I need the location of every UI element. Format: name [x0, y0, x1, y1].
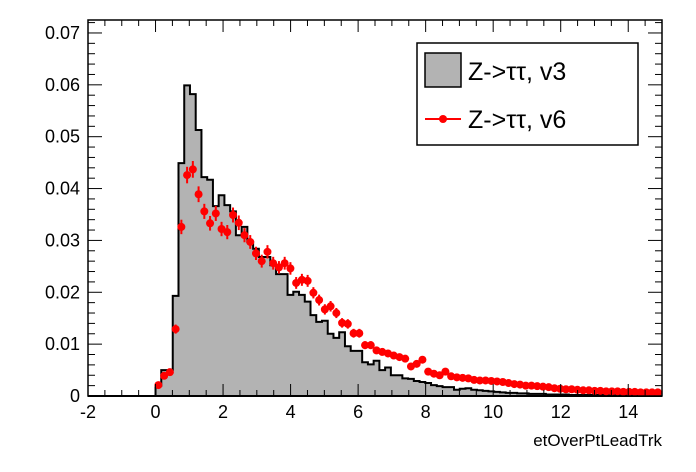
- y-tick-label: 0.01: [45, 334, 80, 354]
- y-tick-label: 0.02: [45, 282, 80, 302]
- x-tick-label: 2: [218, 402, 228, 422]
- x-tick-label: 0: [151, 402, 161, 422]
- x-tick-label: -2: [80, 402, 96, 422]
- v6-point: [326, 302, 335, 311]
- v6-point: [412, 359, 421, 368]
- v6-point: [607, 387, 616, 396]
- v6-point: [280, 259, 289, 268]
- v6-point: [177, 222, 186, 231]
- axes: -2 0 2 4 6 8 10 12 1400.010.020.030.040.050.060.…: [45, 19, 663, 422]
- legend-marker-v6: [439, 115, 447, 123]
- y-tick-label: 0: [70, 386, 80, 406]
- v6-point: [470, 375, 479, 384]
- v6-point: [257, 257, 266, 266]
- v6-point: [452, 373, 461, 382]
- y-tick-label: 0.06: [45, 75, 80, 95]
- v6-point: [602, 387, 611, 396]
- v6-point: [206, 219, 215, 228]
- v6-point: [642, 388, 651, 397]
- legend: Z->ττ, v3 Z->ττ, v6: [416, 42, 639, 146]
- v6-point: [441, 367, 450, 376]
- x-tick-label: 14: [618, 402, 638, 422]
- v6-point: [596, 386, 605, 395]
- v6-point: [183, 171, 192, 180]
- v6-point: [401, 354, 410, 363]
- v6-point: [481, 376, 490, 385]
- v6-point: [487, 376, 496, 385]
- v6-point: [211, 209, 220, 218]
- y-tick-label: 0.04: [45, 179, 80, 199]
- v6-point: [527, 381, 536, 390]
- v6-point: [274, 263, 283, 272]
- v6-point: [556, 384, 565, 393]
- v6-point: [269, 259, 278, 268]
- v6-point: [418, 355, 427, 364]
- v6-point: [251, 249, 260, 258]
- x-tick-label: 8: [421, 402, 431, 422]
- v6-point: [550, 384, 559, 393]
- v6-point: [263, 247, 272, 256]
- v6-point: [579, 386, 588, 395]
- v6-point: [332, 309, 341, 318]
- v6-point: [573, 385, 582, 394]
- v6-point: [538, 382, 547, 391]
- v6-point: [343, 319, 352, 328]
- v6-point: [171, 325, 180, 334]
- x-tick-label: 10: [483, 402, 503, 422]
- v6-point: [625, 387, 634, 396]
- v6-point: [653, 388, 662, 397]
- v6-point: [286, 264, 295, 273]
- v6-point: [154, 381, 163, 390]
- v6-point: [200, 207, 209, 216]
- y-tick-label: 0.05: [45, 127, 80, 147]
- v6-point: [246, 237, 255, 246]
- v6-point: [361, 341, 370, 350]
- v6-point: [303, 276, 312, 285]
- v6-point: [613, 387, 622, 396]
- x-tick-label: 6: [353, 402, 363, 422]
- v6-point: [619, 387, 628, 396]
- legend-swatch-v3: [424, 52, 462, 88]
- v6-point: [309, 288, 318, 297]
- v6-point: [510, 380, 519, 389]
- v6-point: [458, 373, 467, 382]
- v6-point: [435, 371, 444, 380]
- v6-point: [315, 296, 324, 305]
- v6-point: [366, 341, 375, 350]
- v6-point: [561, 385, 570, 394]
- y-tick-label: 0.03: [45, 230, 80, 250]
- x-tick-label: 12: [551, 402, 571, 422]
- histogram-v3-fill: [88, 85, 662, 397]
- v6-point: [584, 386, 593, 395]
- v6-point: [636, 388, 645, 397]
- v6-point: [630, 387, 639, 396]
- v6-point: [521, 381, 530, 390]
- y-tick-label: 0.07: [45, 23, 80, 43]
- v6-point: [223, 228, 232, 237]
- v6-point: [160, 371, 169, 380]
- x-tick-label: 4: [286, 402, 296, 422]
- x-axis-label: etOverPtLeadTrk: [533, 431, 662, 450]
- v6-point: [234, 218, 243, 227]
- legend-label-v3: Z->ττ, v3: [468, 58, 566, 86]
- v6-point: [355, 329, 364, 338]
- v6-point: [165, 368, 174, 377]
- v6-point: [533, 382, 542, 391]
- v6-point: [648, 388, 657, 397]
- v6-point: [240, 231, 249, 240]
- v6-point: [349, 329, 358, 338]
- v6-point: [493, 377, 502, 386]
- v6-point: [188, 165, 197, 174]
- v6-point: [475, 376, 484, 385]
- v6-point: [194, 190, 203, 199]
- v6-point: [229, 211, 238, 220]
- legend-label-v6: Z->ττ, v6: [468, 106, 566, 134]
- v6-point: [567, 385, 576, 394]
